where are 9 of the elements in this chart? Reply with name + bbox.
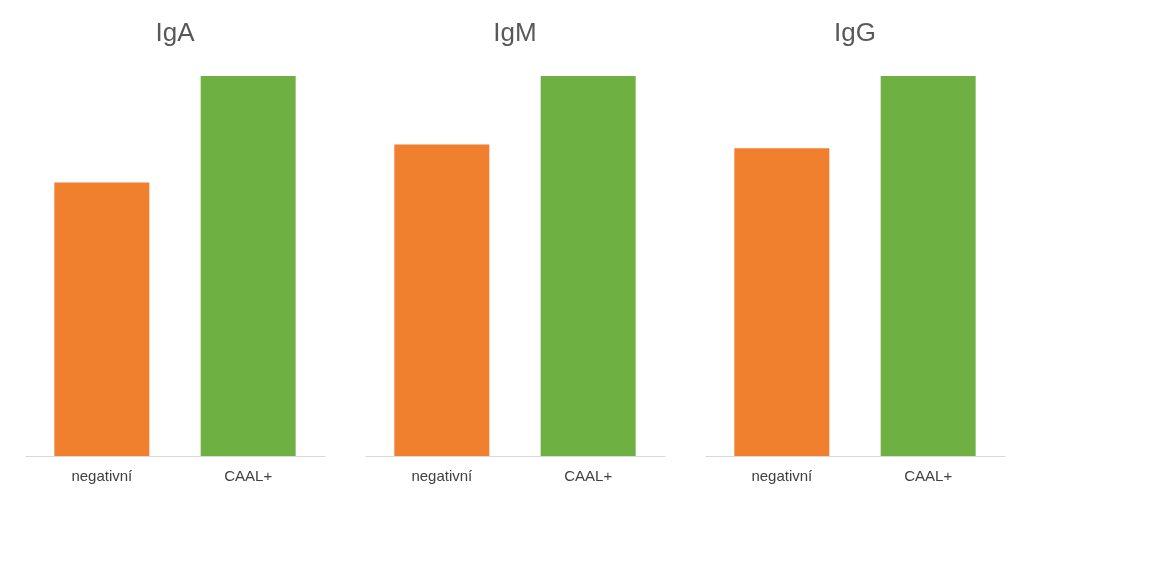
chart-title: IgG [834, 17, 876, 47]
x-tick-label: negativní [71, 466, 134, 484]
x-tick-label: CAAL+ [904, 466, 953, 484]
x-tick-label: CAAL+ [564, 466, 613, 484]
x-tick-label: negativní [751, 466, 814, 484]
chart-title: IgA [155, 17, 196, 47]
x-tick-label: CAAL+ [224, 466, 273, 484]
chart-title: IgM [493, 17, 537, 47]
x-tick-label: negativní [411, 466, 474, 484]
